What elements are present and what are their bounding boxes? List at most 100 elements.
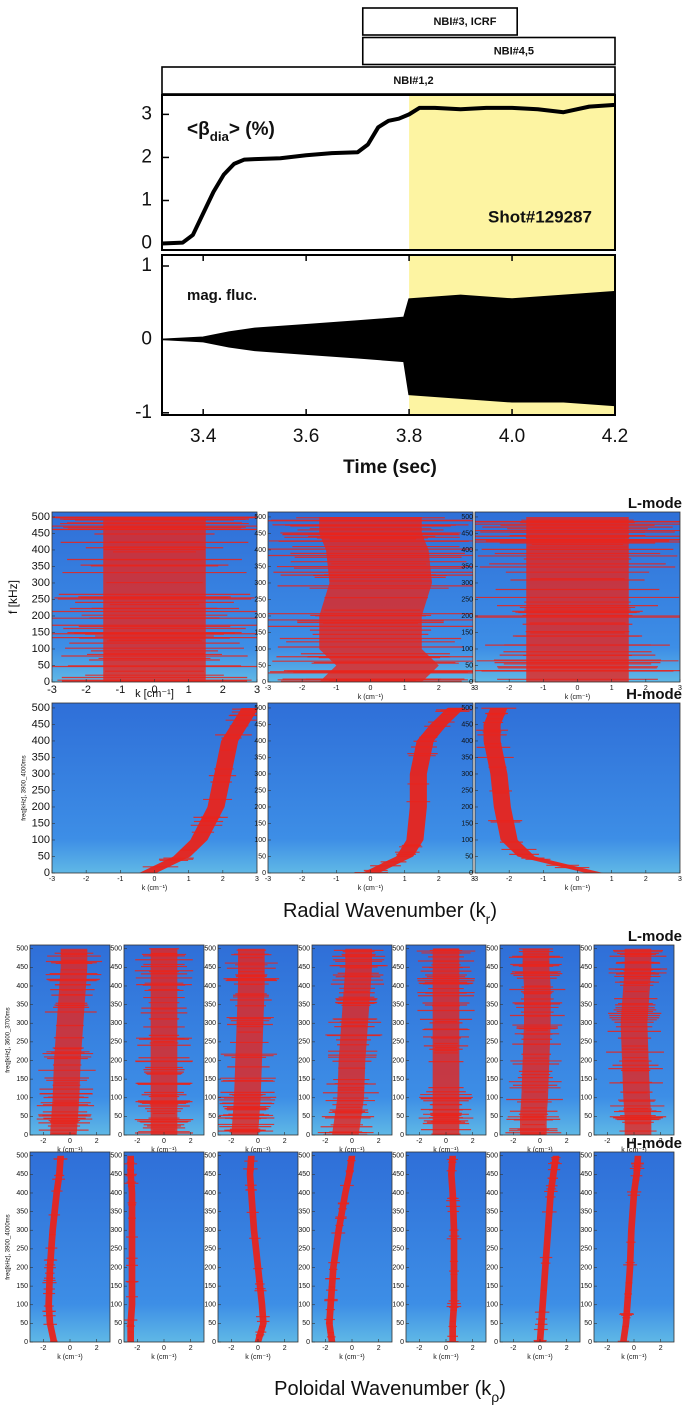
- x-tick-label: 2: [95, 1138, 99, 1145]
- y-tick-label: 200: [461, 613, 473, 620]
- y-tick-label: 400: [486, 1190, 498, 1197]
- y-tick-label: 200: [580, 1264, 592, 1271]
- y-tick-label: 350: [204, 1001, 216, 1008]
- y-tick-label: 50: [490, 1113, 498, 1120]
- y-tick-label: 400: [204, 1190, 216, 1197]
- y-tick-label: 500: [461, 514, 473, 521]
- x-tick-label: -2: [604, 1345, 610, 1352]
- y-tick-label: 500: [392, 946, 404, 953]
- y-tick-label: 50: [465, 853, 473, 860]
- x-tick-label: 0: [444, 1138, 448, 1145]
- y-tick-label: 300: [110, 1020, 122, 1027]
- ridge: [319, 516, 439, 682]
- x-label: k (cm⁻¹): [57, 1147, 82, 1154]
- section-title-part: ): [499, 1378, 506, 1400]
- ridge: [432, 948, 460, 1135]
- y-tick-label: 300: [486, 1020, 498, 1027]
- y-tick-label: 300: [392, 1020, 404, 1027]
- spectrogram-content: [243, 1155, 270, 1342]
- y-tick-label: 100: [204, 1095, 216, 1102]
- y-tick-label: 400: [298, 983, 310, 990]
- x-tick-label: 2: [189, 1345, 193, 1352]
- x-label: k (cm⁻¹): [339, 1147, 364, 1154]
- y-tick-label: 100: [392, 1095, 404, 1102]
- y-tick-label: 450: [580, 1171, 592, 1178]
- y-tick-label: 100: [580, 1095, 592, 1102]
- y-tick-label: 250: [110, 1039, 122, 1046]
- spectrogram-content: [617, 1155, 645, 1342]
- spectrogram-content: [134, 948, 194, 1135]
- x-label: k (cm⁻¹): [151, 1147, 176, 1154]
- x-tick-label: 0: [444, 1345, 448, 1352]
- x-tick-label: 0: [538, 1345, 542, 1352]
- y-tick-label: 0: [141, 328, 152, 349]
- y-tick-label: 200: [16, 1264, 28, 1271]
- y-tick-label: 500: [204, 1153, 216, 1160]
- y-tick-label: 450: [298, 964, 310, 971]
- y-tick-label: 150: [32, 817, 50, 829]
- x-tick-label: -2: [416, 1138, 422, 1145]
- y-tick-label: 0: [24, 1339, 28, 1346]
- x-tick-label: 0: [350, 1138, 354, 1145]
- x-tick-label: 2: [221, 876, 225, 883]
- y-tick-label: 50: [396, 1113, 404, 1120]
- x-tick-label: 2: [220, 684, 226, 696]
- x-tick-label: -1: [333, 685, 339, 692]
- y-tick-label: 300: [110, 1227, 122, 1234]
- y-tick-label: 200: [16, 1057, 28, 1064]
- y-tick-label: 50: [584, 1113, 592, 1120]
- y-tick-label: 500: [298, 946, 310, 953]
- x-tick-label: -1: [540, 685, 546, 692]
- x-tick-label: -3: [472, 876, 478, 883]
- y-tick-label: 300: [204, 1020, 216, 1027]
- y-tick-label: 250: [32, 593, 50, 605]
- x-tick-label: 0: [162, 1138, 166, 1145]
- y-tick-label: 250: [392, 1039, 404, 1046]
- y-tick-label: 0: [494, 1132, 498, 1139]
- ridge: [620, 948, 652, 1135]
- y-tick-label: 50: [258, 662, 266, 669]
- y-tick-label: 150: [254, 820, 266, 827]
- y-tick-label: 450: [392, 964, 404, 971]
- spectrogram-content: [52, 516, 257, 682]
- section-title: Radial Wavenumber (kr): [283, 900, 497, 926]
- section-title: Poloidal Wavenumber (kρ): [274, 1378, 506, 1404]
- y-tick-label: 450: [254, 530, 266, 537]
- y-tick-label: 300: [254, 580, 266, 587]
- y-tick-label: 400: [461, 738, 473, 745]
- x-tick-label: -3: [49, 876, 55, 883]
- y-tick-label: 400: [110, 983, 122, 990]
- heating-bar: [361, 36, 616, 66]
- heating-label: NBI#3, ICRF: [433, 16, 496, 28]
- y-tick-label: 300: [32, 768, 50, 780]
- x-tick-label: 2: [437, 685, 441, 692]
- y-tick-label: 350: [392, 1208, 404, 1215]
- y-tick-label: 400: [486, 983, 498, 990]
- x-tick-label: 2: [644, 685, 648, 692]
- y-tick-label: 100: [16, 1302, 28, 1309]
- y-label-part: > (%): [229, 119, 275, 140]
- x-tick-label: 3: [678, 876, 682, 883]
- ridge: [50, 948, 88, 1135]
- x-tick-label: 0: [151, 684, 157, 696]
- ridge: [448, 1155, 458, 1342]
- x-tick-label: -2: [228, 1345, 234, 1352]
- y-tick-label: 350: [580, 1208, 592, 1215]
- y-label-part: dia: [210, 129, 230, 144]
- spectrogram-content: [36, 948, 103, 1135]
- y-tick-label: 1: [141, 255, 152, 276]
- x-tick-label: -2: [299, 876, 305, 883]
- y-tick-label: 0: [212, 1132, 216, 1139]
- y-tick-label: 50: [38, 659, 50, 671]
- section-title-part: r: [486, 911, 491, 927]
- x-tick-label: -2: [83, 876, 89, 883]
- x-tick-label: -2: [228, 1138, 234, 1145]
- y-tick-label: 450: [204, 964, 216, 971]
- x-tick-label: -3: [265, 876, 271, 883]
- y-tick-label: 250: [486, 1039, 498, 1046]
- y-tick-label: 400: [16, 983, 28, 990]
- y-tick-label: 400: [392, 983, 404, 990]
- y-tick-label: 0: [469, 679, 473, 686]
- y-tick-label: 100: [580, 1302, 592, 1309]
- x-tick-label: 0: [68, 1138, 72, 1145]
